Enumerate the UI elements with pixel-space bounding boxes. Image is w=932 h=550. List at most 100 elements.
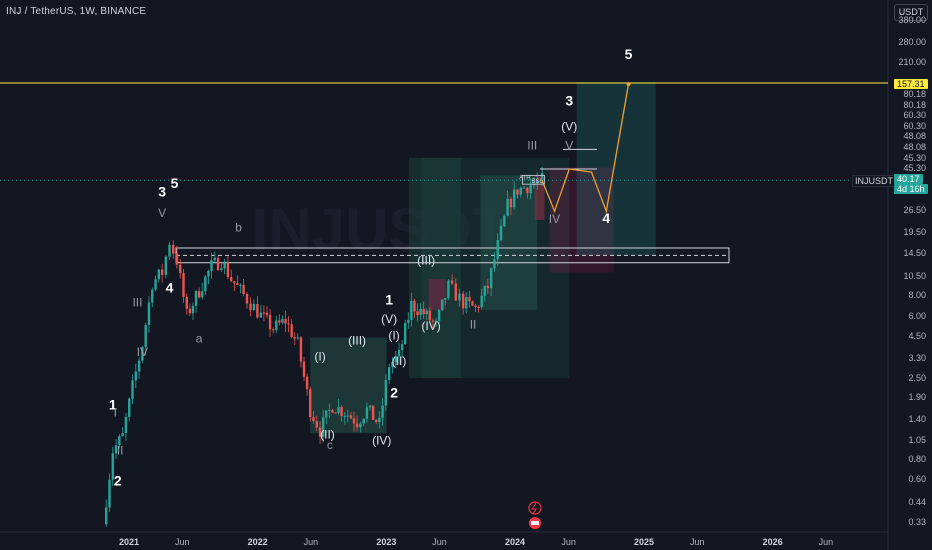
time-axis-label: Jun: [689, 537, 705, 547]
candle-body: [287, 323, 290, 325]
wave-label: V: [158, 206, 166, 220]
candle-body: [441, 299, 444, 311]
candle-body: [185, 296, 189, 309]
currency-button[interactable]: USDT: [894, 4, 928, 21]
event-icon-mark: [531, 521, 539, 525]
candle-body: [207, 270, 210, 277]
candle-body: [499, 226, 503, 240]
candle-body: [321, 417, 325, 437]
candle-body: [308, 389, 312, 418]
price-axis-label: 26.50: [903, 204, 926, 215]
candle-body: [154, 279, 157, 290]
candle-body: [290, 324, 293, 338]
candle-body: [151, 289, 154, 303]
candle-body: [213, 257, 216, 261]
candle-body: [512, 189, 516, 208]
candle-body: [233, 281, 236, 284]
time-axis-label: 2026: [762, 537, 783, 547]
candle-body: [526, 187, 529, 194]
candle-body: [114, 445, 118, 454]
candle-body: [164, 256, 168, 275]
candle-body: [413, 300, 416, 312]
price-axis-label: 60.30: [903, 110, 926, 121]
candle-body: [468, 296, 471, 302]
wave-label: 5: [171, 175, 179, 191]
candle-body: [262, 312, 266, 314]
candle-body: [302, 361, 306, 377]
candle-body: [371, 405, 375, 420]
wave-label: 3: [158, 183, 166, 199]
candle-body: [121, 433, 124, 437]
candle-body: [328, 409, 331, 411]
candle-body: [128, 398, 131, 417]
candle-body: [419, 308, 422, 316]
price-axis-label: 80.18: [903, 99, 926, 110]
candle-body: [334, 412, 337, 414]
candle-body: [275, 320, 278, 331]
wave-label: I: [114, 406, 117, 420]
candle-body: [519, 187, 522, 195]
resistance-price-tag: 157.31: [894, 79, 928, 89]
candle-body: [239, 284, 242, 286]
wave-label: III: [527, 138, 537, 152]
projection-target: [626, 82, 631, 87]
candle-body: [278, 320, 281, 323]
candle-body: [312, 417, 315, 422]
price-axis-label: 2.50: [908, 372, 926, 383]
candle-body: [416, 311, 419, 316]
candle-body: [447, 280, 450, 299]
candle-body: [362, 418, 365, 424]
wave-label: III: [132, 296, 142, 310]
price-axis-label: 0.80: [908, 453, 926, 464]
candle-body: [489, 268, 493, 289]
candle-body: [458, 293, 461, 301]
candle-body: [407, 319, 410, 323]
candle-body: [536, 180, 539, 184]
candle-body: [522, 187, 526, 189]
flash-icon-bolt: [531, 502, 537, 515]
price-axis-label: 80.18: [903, 89, 926, 99]
candle-body: [450, 280, 454, 284]
candle-body: [384, 380, 388, 406]
supply-zone: [534, 175, 545, 220]
candle-body: [428, 310, 432, 321]
price-axis-label: 19.50: [903, 226, 926, 237]
candle-body: [368, 405, 372, 408]
candle-body: [359, 423, 362, 428]
price-axis-label: 48.08: [903, 142, 926, 152]
candle-body: [315, 421, 318, 428]
candle-body: [216, 257, 220, 271]
candle-body: [343, 415, 346, 417]
candle-body: [271, 329, 275, 331]
candle-body: [182, 273, 185, 297]
candle-body: [434, 320, 438, 322]
time-axis-label: 2021: [118, 537, 140, 547]
candle-body: [437, 310, 441, 321]
candle-body: [325, 410, 328, 418]
candle-body: [131, 380, 134, 399]
symbol-header[interactable]: INJ / TetherUS, 1W, BINANCE: [6, 6, 147, 17]
long-zone-2024: [480, 175, 538, 310]
wave-label: 5: [625, 46, 633, 62]
flash-icon: [528, 501, 542, 515]
candle-body: [265, 312, 269, 315]
price-axis-label: 60.30: [903, 120, 926, 131]
time-axis-label: Jun: [432, 537, 447, 547]
candle-body: [431, 320, 435, 322]
candle-body: [281, 318, 284, 323]
candle-body: [160, 269, 164, 275]
wave-label: b: [235, 221, 242, 235]
price-axis-label: 45.30: [903, 152, 926, 163]
candle-body: [509, 198, 513, 208]
price-axis-label: 6.00: [908, 310, 926, 321]
wave-label: c: [327, 438, 333, 452]
candle-body: [249, 303, 252, 311]
candle-body: [105, 507, 108, 525]
candle-body: [197, 291, 201, 298]
candle-body: [381, 405, 384, 418]
candle-body: [201, 291, 204, 298]
wave-label: 1: [109, 397, 117, 413]
price-axis-label: 1.05: [908, 434, 926, 445]
candle-body: [355, 423, 359, 428]
